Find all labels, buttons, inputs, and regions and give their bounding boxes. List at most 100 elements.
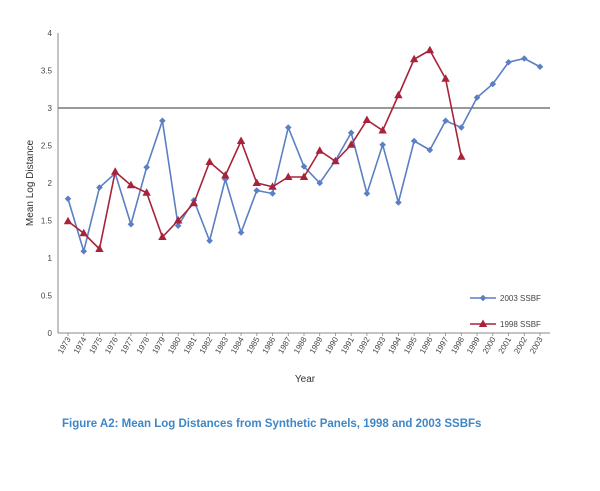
x-tick-label: 1992 [355, 335, 372, 355]
data-point [142, 188, 151, 196]
legend-swatch-marker [478, 319, 488, 327]
legend-swatch-marker [479, 294, 487, 302]
data-point [536, 63, 544, 71]
data-point [458, 124, 465, 131]
data-point [410, 137, 418, 145]
data-point [457, 152, 466, 160]
x-tick-label: 1979 [150, 335, 167, 355]
data-point [206, 237, 213, 245]
y-tick-label: 3 [48, 104, 53, 113]
data-point [221, 171, 230, 179]
data-point [253, 187, 261, 194]
y-tick-label: 0.5 [41, 292, 53, 301]
y-tick-label: 0 [48, 329, 53, 338]
x-tick-label: 1980 [166, 335, 183, 355]
x-tick-label: 1981 [182, 335, 199, 355]
legend-label: 1998 SSBF [500, 320, 541, 329]
data-point [347, 140, 356, 148]
data-point [189, 198, 199, 207]
x-tick-label: 1998 [449, 335, 466, 355]
x-tick-label: 2000 [481, 335, 498, 355]
x-tick-label: 1991 [339, 335, 356, 355]
data-point [111, 167, 120, 175]
y-tick-label: 2 [48, 179, 53, 188]
series-layer [63, 45, 544, 255]
data-point [126, 180, 136, 189]
x-tick-label: 1978 [135, 335, 152, 355]
data-point [473, 94, 481, 101]
data-point [284, 172, 293, 180]
y-tick-label: 3.5 [41, 67, 53, 76]
data-point [409, 54, 419, 63]
series-line [67, 49, 463, 251]
legend: 2003 SSBF 1998 SSBF [470, 294, 541, 329]
legend-entry: 1998 SSBF [470, 319, 541, 329]
x-tick-label: 1977 [119, 335, 136, 355]
data-point [64, 195, 72, 203]
x-tick-label: 1996 [418, 335, 435, 355]
x-tick-label: 1976 [103, 335, 120, 355]
y-tick-label: 1 [48, 254, 53, 263]
data-point [237, 229, 245, 236]
data-point [95, 244, 104, 252]
data-point [236, 136, 246, 144]
data-point [362, 115, 372, 123]
x-tick-label: 1975 [88, 335, 105, 355]
y-tick-label: 1.5 [41, 217, 53, 226]
x-axis-title: Year [295, 374, 316, 385]
x-tick-label: 1997 [434, 335, 451, 355]
legend-label: 2003 SSBF [500, 294, 541, 303]
x-tick-label: 2003 [528, 335, 545, 355]
y-tick-label: 4 [48, 29, 53, 38]
legend-entry: 2003 SSBF [470, 294, 541, 303]
x-tick-label: 1985 [245, 335, 262, 355]
data-point [269, 190, 276, 197]
data-point [252, 178, 261, 186]
data-point [158, 232, 167, 240]
data-point [315, 146, 324, 154]
data-point [425, 45, 435, 54]
x-tick-label: 1999 [465, 335, 482, 355]
x-tick-label: 1993 [371, 335, 388, 355]
x-tick-label: 1983 [213, 335, 230, 355]
data-point [300, 163, 308, 170]
data-point [395, 199, 402, 206]
data-point [378, 126, 387, 134]
x-tick-label: 1982 [198, 335, 215, 355]
x-tick-label: 1994 [386, 335, 403, 355]
series-line [67, 57, 541, 255]
data-point [63, 216, 73, 225]
data-point [174, 222, 182, 230]
x-tick-label: 1973 [56, 335, 73, 355]
data-point [441, 74, 450, 82]
data-point [79, 228, 88, 237]
data-point [268, 182, 277, 190]
data-point [379, 141, 386, 149]
series-1 [64, 55, 544, 255]
x-tick-label: 2001 [497, 335, 514, 355]
data-point [442, 117, 449, 125]
data-point [205, 157, 214, 165]
data-point [143, 163, 150, 171]
x-tick-label: 1988 [292, 335, 309, 355]
x-tick-label: 1995 [402, 335, 419, 355]
x-tick-label: 1990 [324, 335, 341, 355]
data-point [80, 247, 88, 255]
data-point [159, 117, 166, 125]
x-tick-label: 1984 [229, 335, 246, 355]
data-point [489, 80, 497, 88]
data-point [127, 220, 135, 228]
series-2 [63, 45, 466, 252]
data-point [96, 184, 103, 191]
x-tick-label: 2002 [512, 335, 529, 355]
data-point [331, 156, 340, 165]
data-point [505, 58, 512, 66]
data-point [173, 216, 183, 224]
x-axis-ticks: 1973 1974 1975 1976 1977 1978 1979 1980 1981 1982… [56, 333, 545, 355]
data-point [363, 190, 371, 197]
x-tick-label: 1987 [276, 335, 293, 355]
x-tick-label: 1986 [261, 335, 278, 355]
y-axis-title: Mean Log Distance [25, 139, 36, 226]
x-tick-label: 1974 [72, 335, 89, 355]
data-point [284, 124, 292, 131]
